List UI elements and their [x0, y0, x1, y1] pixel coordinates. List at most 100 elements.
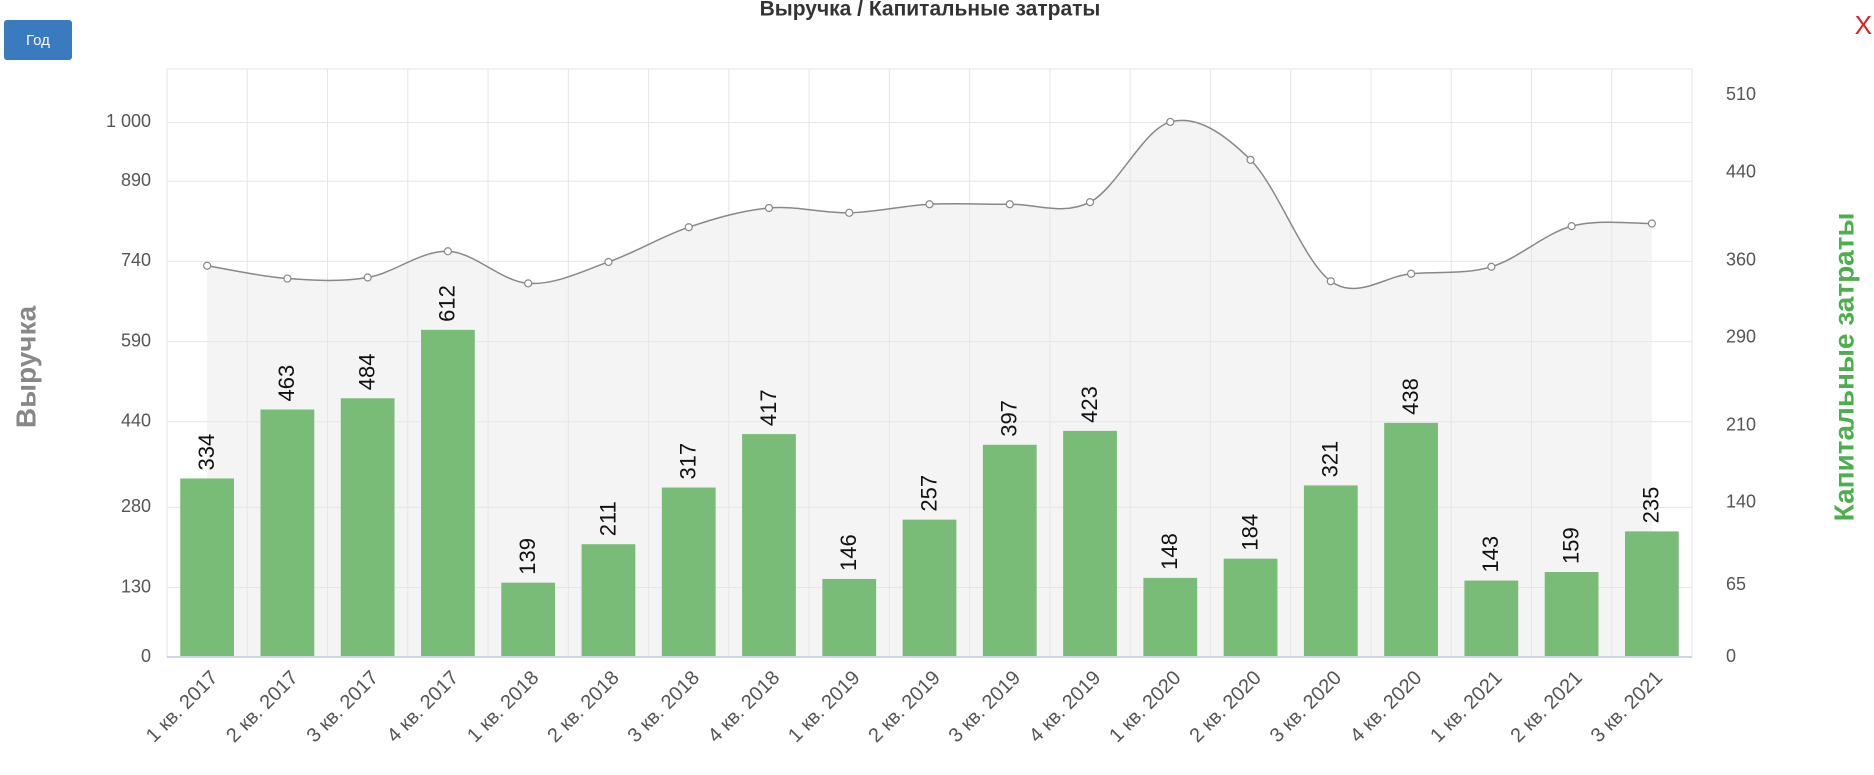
chart-title: Выручка / Капитальные затраты [760, 0, 1101, 21]
y2-tick-label: 440 [1726, 161, 1756, 181]
line-point [1567, 222, 1576, 231]
x-tick-label: 2 кв. 2021 [1506, 667, 1586, 747]
y-tick-label: 740 [121, 250, 151, 270]
y2-axis-title: Капитальные затраты [1828, 213, 1859, 522]
line-point [203, 261, 212, 270]
bar [421, 329, 475, 657]
bar [1063, 430, 1117, 657]
x-tick-label: 3 кв. 2019 [945, 667, 1025, 747]
bar-value-label: 257 [916, 475, 941, 512]
x-tick-label: 3 кв. 2021 [1587, 667, 1667, 747]
bar-value-label: 143 [1478, 536, 1503, 573]
y2-tick-label: 65 [1726, 574, 1746, 594]
line-point [1085, 198, 1095, 207]
line-point [363, 273, 372, 282]
line [207, 119, 1652, 290]
line-point [1005, 200, 1014, 209]
y-tick-label: 0 [141, 646, 151, 666]
bar [742, 434, 796, 657]
bar-value-label: 211 [595, 501, 620, 536]
y-tick-label: 1 000 [106, 111, 151, 131]
bar-value-label: 235 [1639, 487, 1664, 524]
x-tick-label: 2 кв. 2017 [222, 667, 302, 747]
bar-value-label: 321 [1318, 441, 1343, 478]
line-point [524, 279, 533, 288]
line-point [1647, 219, 1656, 228]
bar-value-label: 438 [1398, 378, 1423, 415]
x-tick-label: 4 кв. 2018 [704, 667, 784, 747]
bar [180, 478, 235, 657]
plot-area [166, 68, 1693, 658]
line-point [1246, 155, 1255, 164]
bar [1384, 422, 1438, 657]
y2-tick-label: 360 [1726, 249, 1756, 269]
line-point [925, 200, 934, 209]
bar [822, 578, 877, 657]
bar-value-label: 484 [354, 354, 379, 391]
bar [1143, 577, 1198, 657]
bar [260, 409, 315, 657]
line-point [684, 223, 693, 232]
y2-tick-label: 140 [1726, 492, 1756, 512]
x-tick-label: 3 кв. 2020 [1266, 667, 1346, 747]
bar [661, 487, 716, 657]
y-tick-label: 590 [121, 330, 151, 350]
bar [1223, 558, 1278, 657]
x-tick-label: 4 кв. 2020 [1346, 667, 1426, 747]
bar-value-label: 139 [515, 538, 540, 575]
bar [581, 544, 636, 657]
y2-tick-label: 510 [1726, 84, 1756, 104]
y-tick-label: 440 [121, 411, 151, 431]
x-tick-label: 1 кв. 2017 [142, 667, 222, 747]
bar [902, 519, 957, 657]
x-tick-label: 1 кв. 2020 [1105, 667, 1185, 747]
y-axis-title: Выручка [10, 305, 41, 428]
area-fill [207, 120, 1652, 657]
line-point [283, 274, 292, 283]
bar [1544, 572, 1599, 657]
x-tick-label: 2 кв. 2018 [543, 667, 623, 747]
bar [340, 398, 395, 657]
x-tick-label: 3 кв. 2018 [624, 667, 704, 747]
close-button[interactable]: X [1854, 10, 1872, 40]
bar [1303, 485, 1358, 657]
bar-value-label: 423 [1077, 386, 1102, 423]
y-tick-label: 280 [121, 496, 151, 516]
bar-value-label: 397 [997, 400, 1022, 437]
x-tick-label: 2 кв. 2019 [864, 667, 944, 747]
bar-value-label: 334 [194, 434, 219, 471]
bar-value-label: 184 [1237, 514, 1262, 551]
period-button[interactable]: Год [4, 20, 72, 60]
x-tick-label: 4 кв. 2019 [1025, 667, 1105, 747]
bar-value-label: 612 [435, 285, 460, 322]
bar [982, 444, 1037, 657]
x-tick-label: 1 кв. 2019 [784, 667, 864, 747]
line-point [604, 257, 613, 267]
y-tick-label: 890 [121, 170, 151, 190]
bar-value-label: 463 [274, 365, 299, 402]
x-tick-label: 3 кв. 2017 [303, 667, 383, 747]
bar-value-label: 146 [836, 534, 861, 571]
line-point [443, 247, 453, 256]
y2-tick-label: 210 [1726, 415, 1756, 435]
bar [501, 582, 556, 657]
bar-value-label: 148 [1157, 533, 1182, 570]
bar-value-label: 317 [676, 443, 701, 480]
line-point [1487, 262, 1496, 271]
y2-tick-label: 0 [1726, 646, 1736, 666]
y2-tick-label: 290 [1726, 326, 1756, 346]
bar-value-label: 417 [756, 389, 781, 426]
line-point [1326, 277, 1335, 286]
x-tick-label: 1 кв. 2021 [1426, 667, 1506, 747]
x-tick-label: 1 кв. 2018 [463, 667, 543, 747]
line-point [845, 208, 854, 217]
y-tick-label: 130 [121, 576, 151, 596]
x-tick-label: 4 кв. 2017 [383, 667, 463, 747]
line-point [764, 203, 774, 213]
line-point [1406, 269, 1416, 278]
bar-value-label: 159 [1558, 527, 1583, 564]
bar [1464, 580, 1519, 657]
x-tick-label: 2 кв. 2020 [1185, 667, 1265, 747]
